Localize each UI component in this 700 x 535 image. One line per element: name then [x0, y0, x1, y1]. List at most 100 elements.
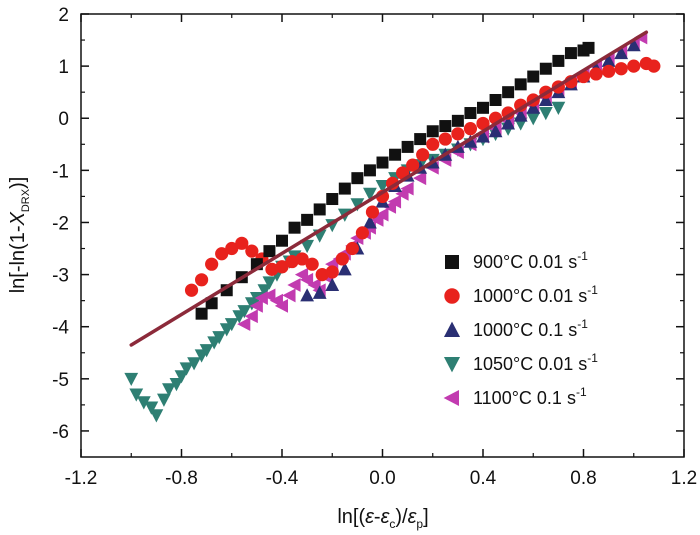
data-point	[288, 221, 301, 234]
y-tick-label: -1	[52, 161, 69, 182]
data-point	[275, 260, 289, 274]
data-point	[400, 181, 414, 196]
legend-entry: 1050°C 0.01 s-1	[473, 351, 598, 374]
data-point	[426, 137, 440, 151]
data-point	[276, 234, 288, 247]
legend-entry: 1000°C 0.1 s-1	[473, 317, 588, 340]
x-tick-label: -0.4	[266, 468, 299, 489]
x-tick-label: 1.2	[671, 468, 697, 489]
data-point	[551, 101, 566, 116]
data-point	[300, 288, 315, 302]
legend-marker	[444, 288, 460, 304]
data-point	[312, 285, 327, 299]
legend: 900°C 0.01 s-1 1000°C 0.01 s-1 1000°C 0.1 …	[443, 249, 598, 408]
data-point	[235, 236, 249, 250]
data-point	[338, 182, 351, 195]
fit-line	[129, 30, 649, 347]
data-point	[350, 198, 365, 212]
data-point	[614, 62, 628, 76]
y-tick-label: -5	[52, 370, 69, 391]
data-point	[265, 262, 279, 276]
data-points	[124, 30, 661, 423]
data-point	[464, 107, 477, 120]
data-point	[589, 67, 603, 81]
y-tick-label: 2	[58, 5, 69, 26]
data-point	[488, 124, 503, 138]
data-point	[412, 171, 427, 186]
axis-ticks	[80, 13, 685, 457]
series-1000-circle	[184, 56, 661, 297]
x-tick-label: 0.0	[369, 468, 395, 489]
data-point	[187, 357, 201, 371]
data-point	[157, 393, 171, 407]
data-point	[387, 194, 402, 209]
data-point	[463, 122, 478, 136]
data-point	[538, 107, 553, 121]
x-tick-label: 0.4	[470, 468, 497, 489]
legend-marker	[443, 321, 461, 337]
x-axis-title: ln[(ε-εc)/εp]	[337, 506, 428, 531]
legend-entry: 1000°C 0.01 s-1	[473, 283, 598, 306]
data-point	[169, 378, 184, 392]
y-tick-label: -4	[52, 318, 69, 339]
data-point	[375, 207, 389, 222]
y-tick-labels: 2 1 0 -1 -2 -3 -4 -5 -6	[52, 5, 69, 443]
data-point	[538, 92, 553, 106]
legend-marker	[445, 255, 459, 269]
data-point	[274, 298, 288, 313]
x-tick-label: -0.8	[165, 468, 198, 489]
data-point	[124, 372, 139, 387]
data-point	[315, 267, 329, 282]
data-point	[627, 59, 641, 73]
data-point	[351, 172, 364, 185]
y-tick-label: -3	[52, 266, 69, 287]
data-point	[184, 283, 199, 297]
data-point	[414, 133, 427, 146]
data-point	[439, 120, 452, 133]
data-point	[552, 54, 565, 67]
x-tick-label: -1.2	[65, 468, 98, 489]
data-point	[129, 388, 144, 402]
data-point	[295, 252, 309, 266]
data-point	[527, 70, 540, 83]
data-point	[416, 148, 430, 162]
data-point	[305, 257, 319, 271]
data-point	[513, 108, 528, 122]
x-tick-labels: -1.2 -0.8 -0.4 0.0 0.4 0.8 1.2	[65, 468, 698, 489]
data-point	[526, 100, 541, 114]
data-point	[301, 213, 314, 226]
data-point	[136, 396, 151, 410]
data-point	[299, 272, 314, 287]
data-point	[225, 241, 239, 256]
data-point	[451, 127, 465, 141]
data-point	[287, 278, 301, 292]
data-point	[502, 86, 515, 99]
data-point	[195, 307, 208, 320]
data-point	[237, 305, 252, 319]
data-point	[162, 383, 176, 397]
legend-entry: 1100°C 0.1 s-1	[473, 385, 587, 408]
data-point	[365, 205, 380, 219]
data-point	[300, 239, 315, 254]
data-point	[363, 164, 376, 177]
data-point	[355, 226, 369, 240]
data-point	[224, 318, 239, 332]
legend-marker	[443, 357, 461, 373]
data-point	[401, 140, 414, 153]
data-point	[582, 41, 595, 54]
data-point	[262, 276, 277, 290]
data-point	[257, 284, 272, 298]
y-tick-label: 1	[58, 57, 69, 78]
data-point	[489, 93, 502, 106]
data-point	[601, 53, 616, 67]
data-point	[451, 114, 464, 127]
data-point	[438, 132, 452, 146]
data-point	[647, 59, 661, 73]
data-point	[262, 288, 276, 303]
data-point	[326, 193, 339, 206]
data-point	[363, 215, 377, 229]
data-point	[282, 288, 296, 303]
data-point	[614, 45, 629, 60]
data-point	[564, 47, 577, 60]
